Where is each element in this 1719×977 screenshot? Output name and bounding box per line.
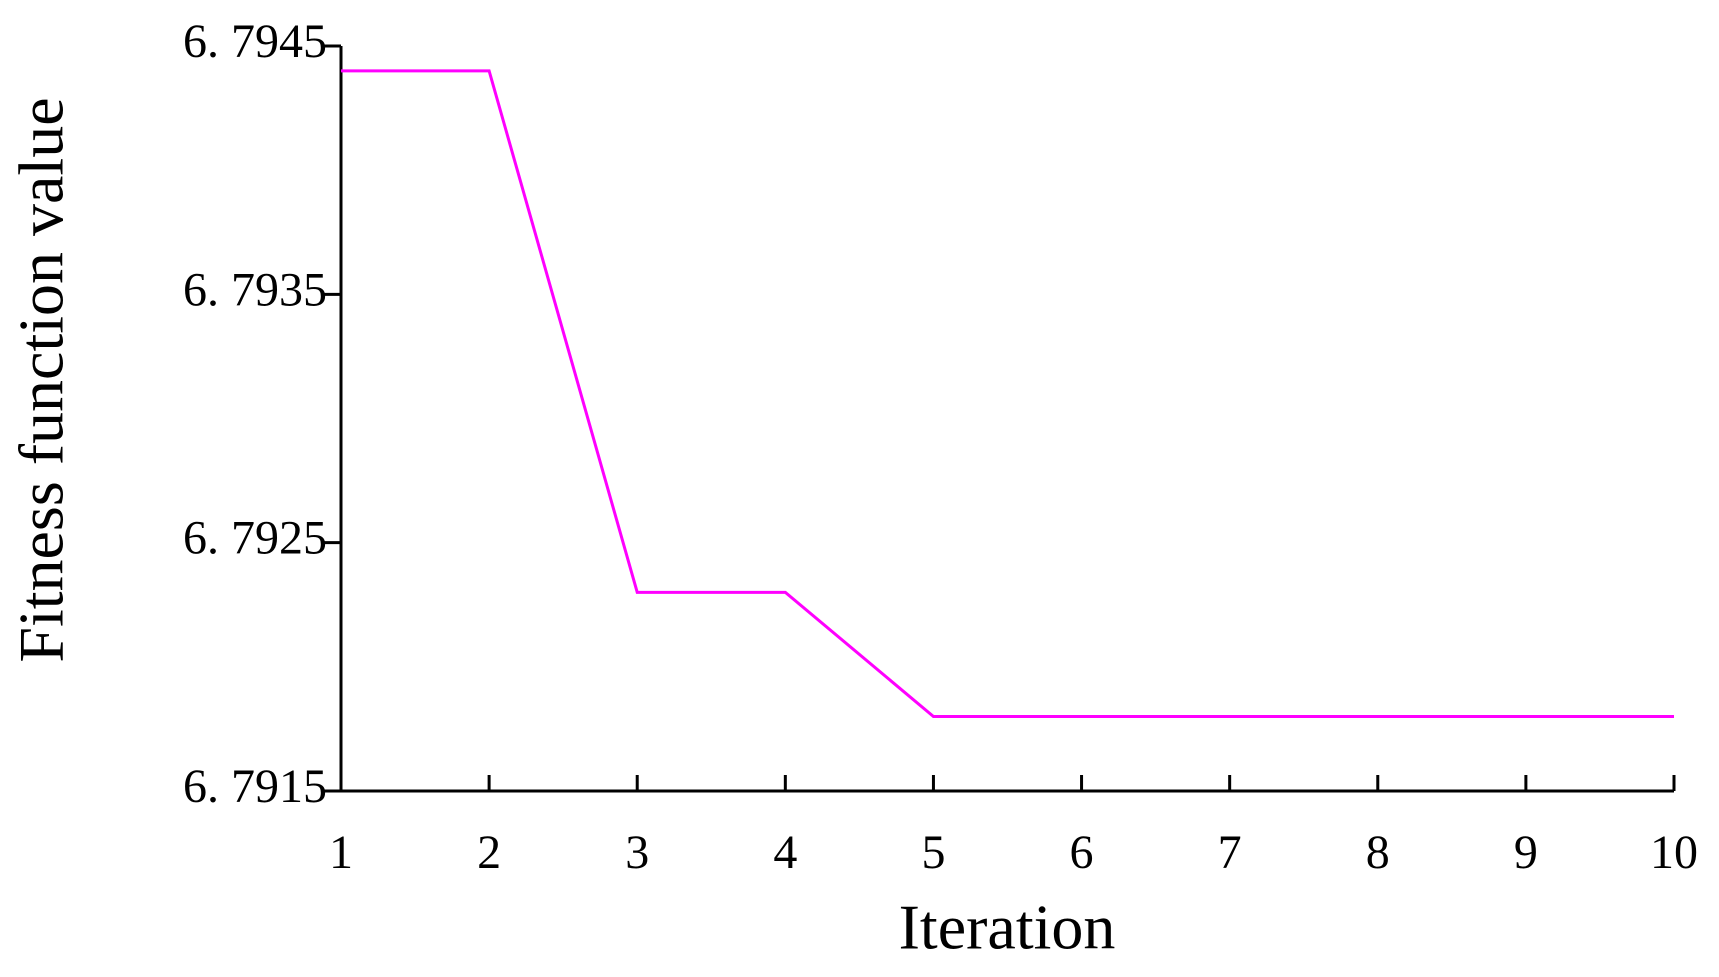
data-line [341,69,1674,718]
y-tick-label: 6. 7945 [183,15,327,68]
y-tick-label: 6. 7935 [183,263,327,316]
y-axis-label: Fitness function value [6,97,77,662]
x-tick-label: 9 [1514,826,1538,879]
x-tick-label: 5 [921,826,945,879]
x-axis-label: Iteration [899,892,1116,963]
x-tick-label: 10 [1650,826,1698,879]
x-tick-label: 8 [1366,826,1390,879]
x-tick-label: 1 [329,826,353,879]
x-tick-label: 7 [1218,826,1242,879]
x-tick-label: 6 [1070,826,1094,879]
x-tick-label: 2 [477,826,501,879]
x-tick-label: 4 [773,826,797,879]
x-tick-label: 3 [625,826,649,879]
y-tick-label: 6. 7915 [183,760,327,813]
y-tick-label: 6. 7925 [183,512,327,565]
